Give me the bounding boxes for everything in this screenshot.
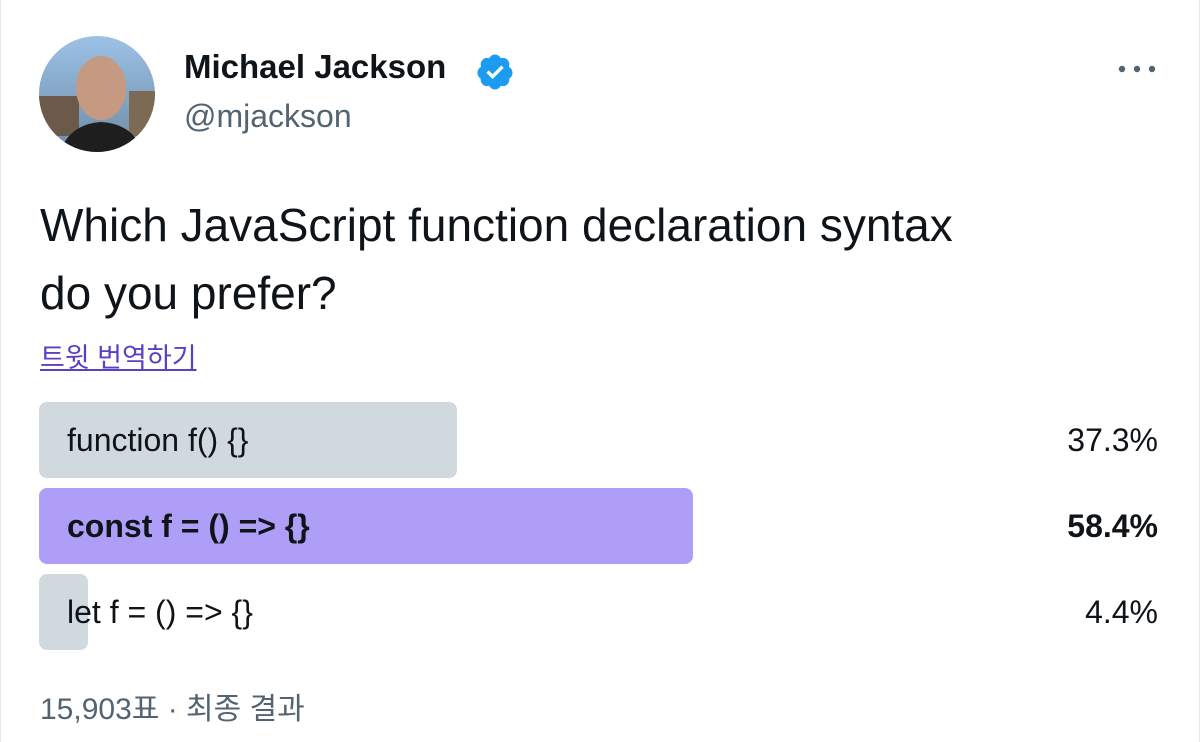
poll-bar xyxy=(39,402,457,478)
poll-percent: 4.4% xyxy=(1085,594,1158,630)
author-name[interactable]: Michael Jackson xyxy=(184,48,447,85)
poll-option: let f = () => {} xyxy=(67,594,253,630)
poll-bar xyxy=(39,488,694,564)
author-handle[interactable]: @mjackson xyxy=(184,98,352,134)
tweet-text: do you prefer? xyxy=(40,267,337,319)
poll-option: const f = () => {} xyxy=(67,508,310,544)
poll-summary: 15,903표 · 최종 결과 xyxy=(40,693,305,726)
translate-link[interactable]: 트윗 번역하기 xyxy=(40,343,197,373)
poll-option: function f() {} xyxy=(67,422,249,458)
poll-percent: 37.3% xyxy=(1067,422,1158,458)
verified-badge xyxy=(477,54,513,90)
more-menu[interactable] xyxy=(1116,62,1158,76)
poll-percent: 58.4% xyxy=(1067,508,1158,544)
tweet-text: Which JavaScript function declaration sy… xyxy=(40,199,953,251)
poll-bar xyxy=(39,574,89,650)
avatar[interactable] xyxy=(39,36,157,154)
